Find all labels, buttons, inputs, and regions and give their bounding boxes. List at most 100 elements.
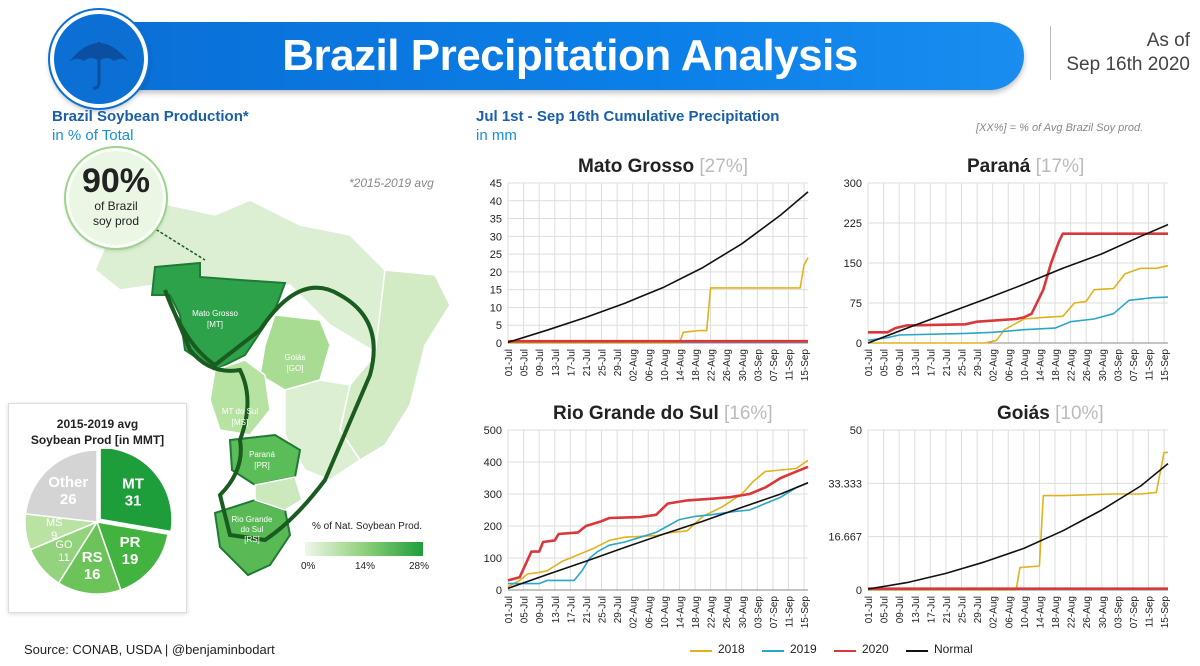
x-tick-label: 07-Sep (1129, 349, 1140, 382)
y-tick-label: 150 (844, 258, 862, 270)
x-tick-label: 30-Aug (1098, 596, 1109, 628)
x-tick-label: 30-Aug (1098, 349, 1109, 381)
x-tick-label: 14-Aug (1035, 349, 1046, 381)
chart-mato-grosso: 0 5 10 15 20 25 30 35 40 45 01-Jul 05-Jul 09-Jul 13-J… (490, 178, 811, 382)
pie-label-mt: MT (122, 476, 144, 493)
series-line-2018 (868, 264, 1169, 344)
x-tick-label: 02-Aug (629, 349, 640, 381)
map-legend-min: 0% (301, 561, 316, 572)
map-legend-title: % of Nat. Soybean Prod. (312, 521, 423, 532)
x-tick-label: 03-Sep (1113, 596, 1124, 629)
state-abbr-go: [GO] (287, 364, 304, 373)
x-tick-label: 05-Jul (520, 596, 531, 623)
x-tick-label: 26-Aug (1082, 349, 1093, 381)
northeast-region (339, 269, 451, 462)
x-tick-label: 10-Aug (660, 596, 671, 628)
x-tick-label: 21-Jul (942, 596, 953, 623)
x-tick-label: 14-Aug (675, 596, 686, 628)
x-tick-label: 15-Sep (800, 596, 811, 629)
header-divider (1050, 26, 1051, 80)
x-tick-label: 29-Jul (613, 596, 624, 623)
pie-label-ms: MS (46, 517, 63, 529)
y-tick-label: 0 (496, 585, 502, 597)
x-tick-label: 17-Jul (566, 349, 577, 376)
x-tick-label: 10-Aug (1020, 349, 1031, 381)
avg-footnote: *2015-2019 avg (349, 176, 434, 190)
x-tick-label: 22-Aug (707, 596, 718, 628)
state-label-ms: MT do Sul (222, 407, 259, 416)
y-tick-label: 200 (484, 521, 502, 533)
x-tick-label: 07-Sep (1129, 596, 1140, 629)
legend-swatch-normal (906, 650, 928, 652)
x-tick-label: 30-Aug (738, 349, 749, 381)
state-abbr-ms: [MS] (232, 418, 248, 427)
umbrella-icon (69, 42, 129, 90)
x-tick-label: 18-Aug (1051, 596, 1062, 628)
legend-swatch-2020 (834, 650, 856, 652)
x-tick-label: 13-Jul (551, 596, 562, 623)
y-tick-label: 40 (490, 196, 502, 208)
y-tick-label: 25 (490, 249, 502, 261)
x-tick-label: 11-Sep (1145, 596, 1156, 628)
y-tick-label: 20 (490, 267, 502, 279)
mt-do-sul-shape (209, 359, 271, 436)
pie-value-ms: 9 (51, 530, 57, 542)
y-tick-label: 300 (844, 178, 862, 190)
series-line-2018 (508, 257, 809, 344)
share-note: [XX%] = % of Avg Brazil Soy prod. (976, 122, 1144, 134)
x-tick-label: 29-Jul (973, 349, 984, 376)
pie-label-pr: PR (120, 534, 141, 551)
precip-section-title: Jul 1st - Sep 16th Cumulative Precipitat… (476, 108, 780, 125)
x-tick-label: 18-Aug (691, 349, 702, 381)
x-tick-label: 17-Jul (926, 349, 937, 376)
pie-slice-mt (99, 449, 173, 533)
y-tick-label: 45 (490, 178, 502, 190)
chart-parana: 0 75 150 225 300 01-Jul 05-Jul 09-Jul 13-Jul 17-J… (844, 178, 1171, 382)
state-label-pr: Paraná (249, 450, 275, 459)
legend-label-2018: 2018 (718, 642, 745, 656)
x-tick-label: 22-Aug (707, 349, 718, 381)
x-tick-label: 17-Jul (926, 596, 937, 623)
x-tick-label: 01-Jul (864, 349, 875, 376)
x-tick-label: 01-Jul (504, 349, 515, 376)
x-tick-label: 15-Sep (800, 349, 811, 382)
legend-swatch-2019 (762, 650, 784, 652)
southeast-region (284, 379, 362, 481)
y-tick-label: 10 (490, 302, 502, 314)
x-tick-label: 11-Sep (785, 349, 796, 381)
x-tick-label: 02-Aug (629, 596, 640, 628)
santa-catarina-shape (254, 476, 303, 511)
pie-label-go: GO (55, 539, 73, 551)
pie-value-other: 26 (60, 491, 77, 508)
x-tick-label: 29-Jul (613, 349, 624, 376)
state-abbr-rs: [RS] (244, 535, 260, 544)
series-line-2019 (867, 296, 1169, 342)
map-legend-max: 28% (409, 561, 430, 572)
x-tick-label: 26-Aug (722, 349, 733, 381)
x-tick-label: 25-Jul (598, 349, 609, 376)
x-tick-label: 13-Jul (911, 349, 922, 376)
pie-value-rs: 16 (84, 566, 101, 583)
pie-slice-pr (95, 521, 169, 591)
x-tick-label: 15-Sep (1160, 596, 1171, 629)
series-line-normal (867, 462, 1169, 590)
x-tick-label: 25-Jul (598, 596, 609, 623)
series-line-normal (507, 482, 809, 590)
source-note: Source: CONAB, USDA | @benjaminbodart (24, 642, 275, 657)
state-label-rs-2: do Sul (241, 525, 264, 534)
x-tick-label: 15-Sep (1160, 349, 1171, 382)
chart-title-mato-grosso: Mato Grosso [27%] (578, 156, 748, 177)
x-tick-label: 09-Jul (535, 596, 546, 623)
coverage-text-1: of Brazil (94, 199, 138, 213)
brazil-map: Mato Grosso [MT] Goiás [GO] MT do Sul [M… (94, 199, 451, 577)
x-tick-label: 02-Aug (989, 349, 1000, 381)
series-line-normal (507, 191, 809, 344)
y-tick-label: 5 (496, 320, 502, 332)
x-tick-label: 13-Jul (911, 596, 922, 623)
pie-label-other: Other (48, 474, 88, 491)
x-tick-label: 09-Jul (535, 349, 546, 376)
x-tick-label: 10-Aug (1020, 596, 1031, 628)
pie-value-pr: 19 (122, 551, 139, 568)
series-line-normal (867, 223, 1169, 344)
